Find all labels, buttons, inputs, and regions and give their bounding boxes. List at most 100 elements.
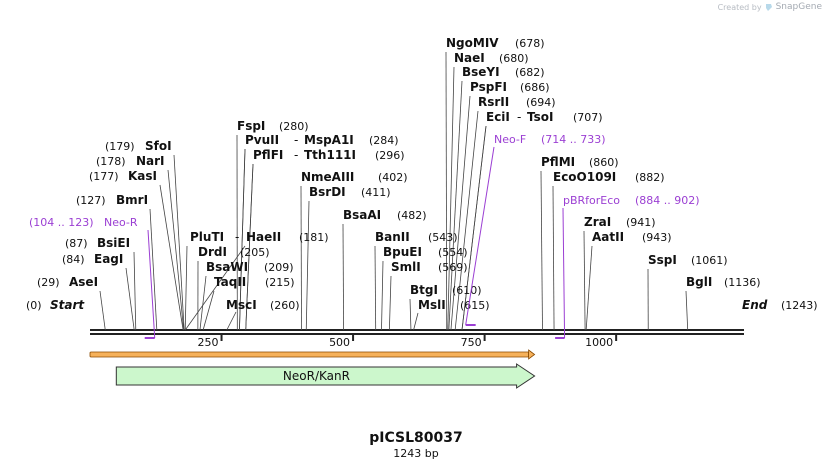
site-banII-pos: (543) [428, 231, 458, 244]
site-bsaAI[interactable]: BsaAI [343, 208, 381, 222]
site-drdI-pos: (205) [240, 246, 270, 259]
site-leader [167, 169, 185, 331]
feature-neor-kanr[interactable]: NeoR/KanR [115, 363, 536, 389]
site-pflMI[interactable]: PflMI [541, 155, 575, 169]
site-leader [685, 290, 689, 331]
site-leader [409, 298, 412, 331]
primer-pbrforeco[interactable]: pBRforEco [563, 194, 620, 207]
site-pflFI[interactable]: PflFI [253, 148, 283, 162]
site-leader [552, 185, 555, 331]
site-mslI-pos: (615) [460, 299, 490, 312]
site-drdI[interactable]: DrdI [198, 245, 227, 259]
site-zraI-pos: (941) [626, 216, 656, 229]
site-sfoI[interactable]: SfoI [145, 139, 172, 153]
site-sspI-pos: (1061) [691, 254, 728, 267]
site-haeII[interactable]: HaeII [246, 230, 281, 244]
site-leader [388, 275, 392, 331]
site-narI[interactable]: NarI [136, 154, 165, 168]
site-leaders [99, 51, 689, 331]
site-bseYI[interactable]: BseYI [462, 65, 500, 79]
site-leader [447, 66, 455, 331]
site-kasI[interactable]: KasI [128, 169, 157, 183]
site-leader [454, 110, 479, 331]
site-aatII[interactable]: AatII [592, 230, 624, 244]
site-mscI-pos: (260) [270, 299, 300, 312]
site-tth111I-pos: (296) [375, 149, 405, 162]
site-leader [99, 290, 106, 331]
site-leader [445, 51, 448, 331]
site-rsrII[interactable]: RsrII [478, 95, 509, 109]
site-smlI[interactable]: SmlI [391, 260, 421, 274]
snapgene-credit: Created by SnapGene [718, 2, 822, 12]
site-dash: - [294, 148, 298, 162]
site-kasI-pos: (177) [89, 170, 119, 183]
start-position: (0) [26, 299, 42, 312]
snapgene-logo-icon [765, 3, 772, 11]
credit-prefix: Created by [717, 2, 762, 12]
site-eagI[interactable]: EagI [94, 252, 123, 266]
end-label: End [742, 298, 768, 312]
site-taqII[interactable]: TaqII [214, 275, 246, 289]
site-leader [125, 267, 135, 331]
site-btgI[interactable]: BtgI [410, 283, 438, 297]
tick-label: 250 [198, 336, 219, 349]
orf-bar[interactable] [89, 349, 536, 360]
site-mscI[interactable]: MscI [226, 298, 257, 312]
site-bpuEI[interactable]: BpuEI [383, 245, 422, 259]
site-bsaWI[interactable]: BsaWI [206, 260, 248, 274]
site-leader [199, 275, 207, 331]
primer-pbrforeco-range: (884 .. 902) [635, 194, 700, 207]
site-dash: - [517, 110, 521, 124]
site-leader [381, 260, 384, 331]
site-tsoI[interactable]: TsoI [527, 110, 553, 124]
site-bpuEI-pos: (554) [438, 246, 468, 259]
primer-neo-f-range: (714 .. 733) [541, 133, 606, 146]
site-banII[interactable]: BanII [375, 230, 410, 244]
site-ecoO109I[interactable]: EcoO109I [553, 170, 616, 184]
site-dash: - [235, 230, 239, 244]
primer-neo-f[interactable]: Neo-F [494, 133, 526, 146]
site-narI-pos: (178) [96, 155, 126, 168]
site-pluTI[interactable]: PluTI [190, 230, 224, 244]
plasmid-name: pICSL80037 [369, 430, 462, 446]
primer-neo-r[interactable]: Neo-R [104, 216, 138, 229]
start-label: Start [50, 298, 85, 312]
site-pflMI-pos: (860) [589, 156, 619, 169]
site-btgI-pos: (610) [452, 284, 482, 297]
site-ngoMIV[interactable]: NgoMIV [446, 36, 499, 50]
site-leader [202, 290, 215, 331]
primer-markers [144, 146, 566, 339]
site-fspI[interactable]: FspI [237, 119, 265, 133]
site-leader [413, 312, 419, 331]
site-bglI-pos: (1136) [724, 276, 761, 289]
site-tsoI-pos: (707) [573, 111, 603, 124]
site-aseI[interactable]: AseI [69, 275, 98, 289]
site-tth111I[interactable]: Tth111I [304, 148, 356, 162]
site-leader [461, 125, 487, 331]
site-sspI[interactable]: SspI [648, 253, 677, 267]
site-pspFI[interactable]: PspFI [470, 80, 507, 94]
site-nmeAIII[interactable]: NmeAIII [301, 170, 354, 184]
site-leader [149, 208, 158, 331]
site-pvuII[interactable]: PvuII [245, 133, 279, 147]
site-bsiEI[interactable]: BsiEI [97, 236, 130, 250]
site-mspA1I[interactable]: MspA1I [304, 133, 354, 147]
site-haeII-pos: (181) [299, 231, 329, 244]
site-bsrDI-pos: (411) [361, 186, 391, 199]
site-bsrDI[interactable]: BsrDI [309, 185, 346, 199]
site-smlI-pos: (569) [438, 261, 468, 274]
site-naeI-pos: (680) [499, 52, 529, 65]
site-leader [342, 223, 345, 331]
site-aseI-pos: (29) [37, 276, 60, 289]
site-mslI[interactable]: MslI [418, 298, 446, 312]
site-eciI[interactable]: EciI [486, 110, 510, 124]
site-naeI[interactable]: NaeI [454, 51, 485, 65]
site-nmeAIII-pos: (402) [378, 171, 408, 184]
primer-leader [562, 207, 566, 339]
site-bglI[interactable]: BglI [686, 275, 712, 289]
site-leader [226, 311, 237, 331]
site-zraI[interactable]: ZraI [584, 215, 611, 229]
site-sfoI-pos: (179) [105, 140, 135, 153]
site-bmrI[interactable]: BmrI [116, 193, 148, 207]
